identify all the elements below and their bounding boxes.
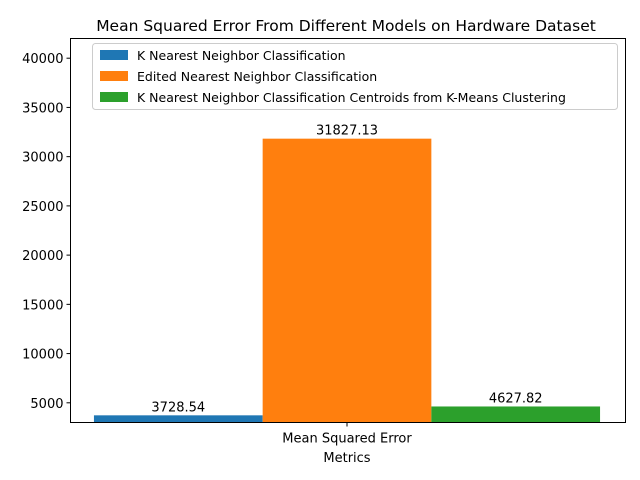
- x-axis-title: Metrics: [323, 451, 370, 466]
- legend: K Nearest Neighbor Classification Edited …: [92, 43, 618, 110]
- y-tick-label: 10000: [22, 348, 63, 363]
- legend-swatch-1: [100, 50, 128, 60]
- y-tick-label: 30000: [22, 151, 63, 166]
- y-tick-label: 15000: [22, 298, 63, 313]
- y-tick-label: 25000: [22, 200, 63, 215]
- bar-2: [262, 138, 432, 423]
- legend-label-1: K Nearest Neighbor Classification: [137, 48, 346, 63]
- x-axis: Mean Squared Error: [282, 422, 412, 447]
- y-tick-label: 20000: [22, 249, 63, 264]
- legend-label-2: Edited Nearest Neighbor Classification: [137, 69, 377, 84]
- y-tick-label: 40000: [22, 52, 63, 67]
- legend-swatch-3: [100, 92, 128, 102]
- bar-value-label-3: 4627.82: [489, 391, 543, 406]
- bars-group: [93, 138, 601, 423]
- x-tick-label: Mean Squared Error: [282, 432, 412, 447]
- y-tick-label: 5000: [30, 397, 63, 412]
- bar-value-label-1: 3728.54: [151, 400, 205, 415]
- legend-swatch-2: [100, 71, 128, 81]
- bar-value-label-2: 31827.13: [316, 124, 378, 139]
- legend-label-3: K Nearest Neighbor Classification Centro…: [137, 90, 566, 105]
- bar-3: [431, 406, 601, 423]
- plot-frame: [70, 38, 626, 423]
- y-tick-label: 35000: [22, 101, 63, 116]
- chart-title: Mean Squared Error From Different Models…: [96, 17, 596, 35]
- data-labels-group: 3728.54 31827.13 4627.82: [151, 124, 542, 416]
- legend-box: [92, 43, 618, 110]
- y-axis: 5000 10000 15000 20000 25000 30000 35000 40000: [22, 52, 71, 412]
- bar-1: [93, 415, 263, 423]
